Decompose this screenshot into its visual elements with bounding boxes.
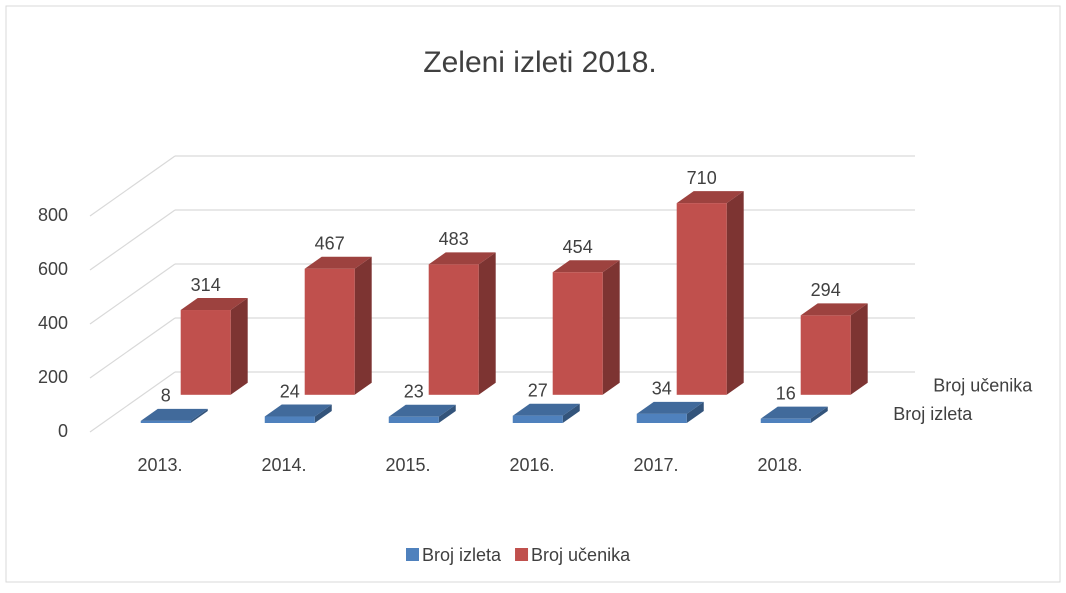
legend-label: Broj učenika	[531, 545, 631, 565]
y-tick-label: 800	[38, 205, 68, 225]
value-label: 314	[191, 275, 221, 295]
bar-side	[686, 401, 704, 423]
bar-top	[304, 256, 372, 269]
legend-swatch	[515, 548, 529, 561]
legend-label: Broj izleta	[422, 545, 502, 565]
bar-top	[760, 406, 828, 419]
grid-line	[89, 263, 176, 325]
value-label: 710	[687, 168, 717, 188]
value-label: 34	[652, 379, 672, 399]
bar-top	[636, 401, 704, 414]
bar-top	[676, 191, 744, 204]
value-label: 8	[161, 386, 171, 406]
depth-label: Broj učenika	[933, 376, 1033, 396]
depth-label: Broj izleta	[893, 404, 973, 424]
bar-top	[388, 404, 456, 417]
bar-top	[140, 408, 208, 421]
bar-top	[552, 260, 620, 273]
bar-side	[810, 406, 828, 423]
x-tick-label: 2016.	[509, 455, 554, 475]
value-label: 294	[811, 280, 841, 300]
bar-side	[190, 408, 208, 423]
bar	[636, 413, 687, 423]
bar	[512, 415, 563, 423]
chart-area	[5, 5, 1061, 583]
bar-top	[428, 252, 496, 265]
bar	[800, 315, 851, 395]
grid-line	[89, 317, 176, 379]
bar	[264, 416, 315, 423]
bar	[676, 203, 727, 395]
y-tick-label: 0	[58, 421, 68, 441]
y-tick-label: 200	[38, 367, 68, 387]
value-label: 27	[528, 380, 548, 400]
x-tick-label: 2013.	[137, 455, 182, 475]
x-tick-label: 2014.	[261, 455, 306, 475]
chart-title: Zeleni izleti 2018.	[423, 46, 656, 79]
bar-side	[478, 252, 496, 395]
bar	[760, 418, 811, 423]
legend-swatch	[406, 548, 419, 561]
bar-top	[264, 404, 332, 417]
grid-line	[89, 209, 176, 271]
bar	[180, 310, 231, 395]
bar-side	[354, 256, 372, 395]
bar	[552, 272, 603, 395]
bar-side	[314, 404, 332, 423]
bar-side	[438, 404, 456, 423]
value-label: 24	[280, 381, 300, 401]
grid-line	[89, 371, 176, 433]
bar-top	[512, 403, 580, 416]
x-tick-label: 2018.	[757, 455, 802, 475]
y-tick-label: 400	[38, 313, 68, 333]
bar	[388, 416, 439, 423]
bar-side	[602, 260, 620, 395]
value-label: 483	[439, 229, 469, 249]
value-label: 454	[563, 237, 593, 257]
value-label: 467	[315, 233, 345, 253]
bar-side	[230, 298, 248, 395]
bar-side	[726, 191, 744, 395]
x-tick-label: 2017.	[633, 455, 678, 475]
grid-line	[89, 155, 176, 217]
bar-side	[850, 303, 868, 395]
bar	[140, 420, 191, 423]
bar-top	[180, 298, 248, 311]
bar	[428, 264, 479, 395]
bar	[304, 268, 355, 395]
value-label: 23	[404, 382, 424, 402]
value-label: 16	[776, 383, 796, 403]
x-tick-label: 2015.	[385, 455, 430, 475]
y-tick-label: 600	[38, 259, 68, 279]
bar-top	[800, 303, 868, 316]
bar-side	[562, 403, 580, 423]
